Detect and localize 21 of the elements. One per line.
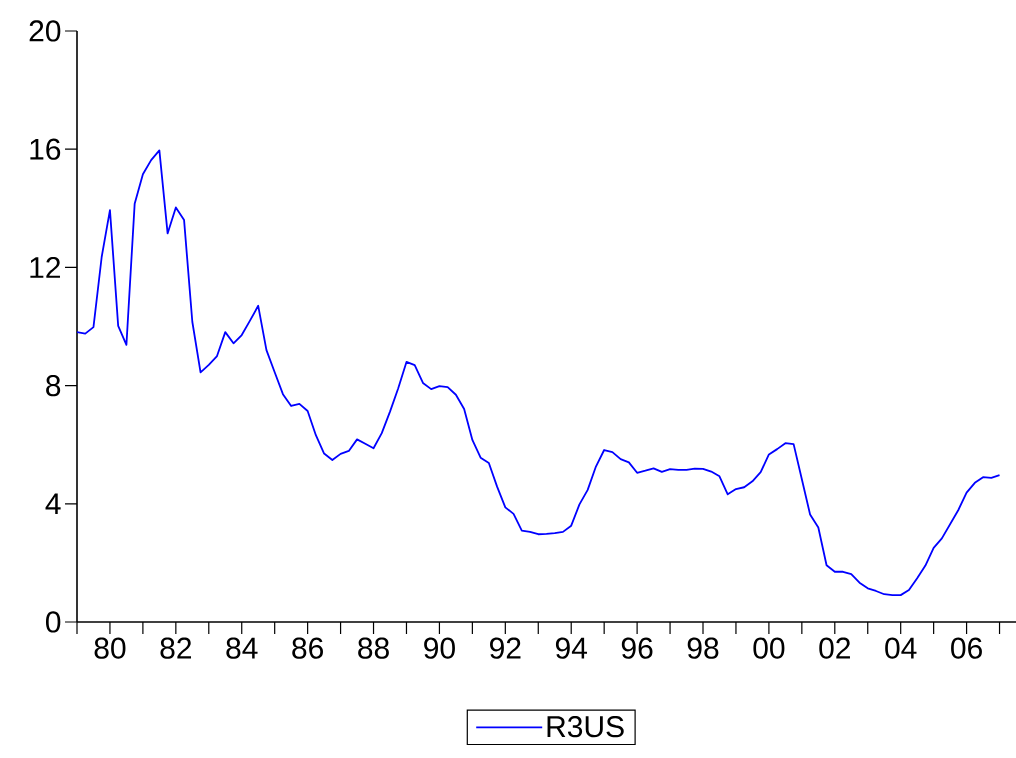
x-tick-label: 98 [687, 637, 719, 659]
x-tick-label: 04 [885, 637, 917, 659]
x-tick-label: 84 [226, 637, 258, 659]
legend-label: R3US [547, 716, 624, 738]
x-tick-label: 90 [424, 637, 455, 659]
y-tick-label: 20 [29, 20, 61, 42]
y-tick-label: 16 [30, 138, 61, 160]
x-tick-label: 80 [94, 637, 126, 659]
y-tick-label: 8 [46, 374, 61, 397]
x-tick-label: 96 [621, 637, 653, 659]
y-tick-label: 4 [45, 493, 61, 515]
y-tick-label: 12 [30, 256, 60, 278]
x-tick-label: 88 [358, 637, 389, 659]
x-tick-label: 94 [555, 637, 588, 659]
x-tick-label: 00 [753, 637, 785, 659]
x-tick-label: 86 [292, 637, 323, 659]
x-tick-label: 02 [819, 637, 850, 659]
x-tick-label: 06 [951, 637, 982, 659]
x-tick-label: 82 [160, 637, 192, 659]
y-tick-label: 0 [45, 611, 61, 633]
x-tick-label: 92 [490, 637, 521, 659]
